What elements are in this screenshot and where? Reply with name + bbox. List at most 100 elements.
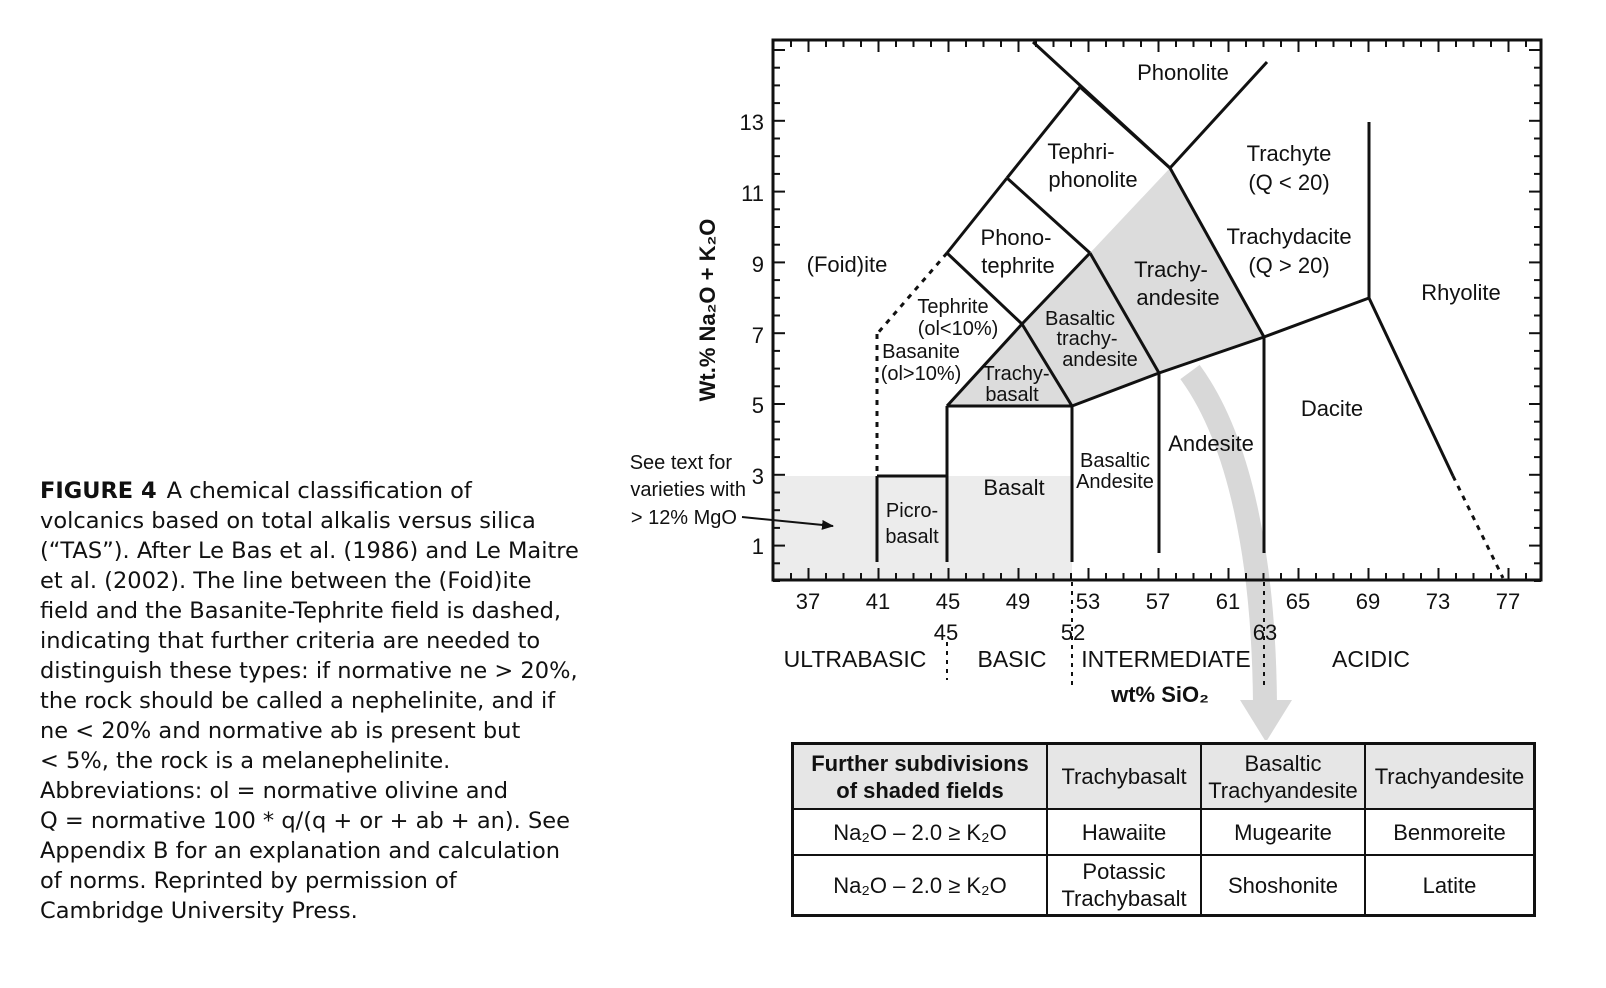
note-line: > 12% MgO (631, 507, 737, 529)
y-tick-label: 13 (740, 110, 764, 135)
class-intermediate: INTERMEDIATE (1081, 646, 1251, 672)
y-tick-label: 1 (752, 534, 764, 559)
field-labels: Phonolite Tephri- phonolite Trachyte (Q … (807, 60, 1501, 548)
table-cell: Benmoreite (1364, 808, 1536, 856)
field-basanite: Basanite (882, 341, 960, 363)
basaltic-trachyandesite-shade (1022, 253, 1159, 406)
x-tick-labels: 37 41 45 49 53 57 61 65 69 73 77 (796, 589, 1520, 614)
field-trachyte: (Q < 20) (1248, 170, 1329, 195)
field-phonolite: Phonolite (1137, 60, 1229, 85)
mgo-note: See text for varieties with > 12% MgO (630, 452, 746, 529)
y-tick-label: 5 (752, 393, 764, 418)
x-tick-label: 57 (1146, 589, 1170, 614)
trachybasalt-shade (947, 324, 1072, 406)
plot-frame (771, 38, 1543, 582)
subdivision-arrow (1180, 364, 1277, 706)
x-axis-title: wt% SiO₂ (1110, 682, 1209, 707)
table-cell: Hawaiite (1046, 808, 1202, 856)
x-tick-label: 73 (1426, 589, 1450, 614)
caption-line: (“TAS”). After Le Bas et al. (1986) and … (40, 538, 579, 564)
caption-line: Q = normative 100 * q/(q + or + ab + an)… (40, 808, 570, 834)
field-foidite: (Foid)ite (807, 252, 888, 277)
field-basanite: (ol>10%) (881, 363, 962, 385)
y-tick-label: 9 (752, 252, 764, 277)
table-header-cell: Further subdivisions of shaded fields (791, 742, 1048, 810)
field-rhyolite: Rhyolite (1421, 280, 1500, 305)
table-cell: Potassic Trachybasalt (1046, 854, 1202, 917)
boundary-labels: 45 52 63 (934, 620, 1277, 645)
note-line: varieties with (630, 479, 746, 501)
field-andesite: Andesite (1168, 431, 1254, 456)
field-basaltic-trachyandesite: trachy- (1056, 328, 1117, 350)
field-trachyandesite: andesite (1136, 285, 1219, 310)
boundary-label: 63 (1253, 620, 1277, 645)
caption-line: volcanics based on total alkalis versus … (40, 508, 536, 534)
caption-line: < 5%, the rock is a melanephelinite. (40, 748, 451, 774)
caption-line: A chemical classification of (166, 478, 472, 504)
class-acidic: ACIDIC (1332, 646, 1410, 672)
field-trachyte: Trachyte (1247, 141, 1332, 166)
x-tick-label: 69 (1356, 589, 1380, 614)
table-condition-cell: Na₂O – 2.0 ≥ K₂O (791, 854, 1048, 917)
field-picrobasalt: Picro- (886, 500, 938, 522)
table-header-cell: Trachyandesite (1364, 742, 1536, 810)
class-basic: BASIC (977, 646, 1046, 672)
caption-line: field and the Basanite-Tephrite field is… (40, 598, 562, 624)
caption-line: Cambridge University Press. (40, 898, 358, 924)
table-header-cell: Basaltic Trachyandesite (1200, 742, 1366, 810)
field-trachydacite: (Q > 20) (1248, 253, 1329, 278)
table-header-cell: Trachybasalt (1046, 742, 1202, 810)
trachyandesite-shade (1090, 168, 1264, 373)
subdivision-table: Further subdivisions of shaded fields Tr… (791, 742, 1536, 917)
field-basaltic-andesite: Basaltic (1080, 450, 1150, 472)
table-row: Na₂O – 2.0 ≥ K₂O Hawaiite Mugearite Benm… (791, 808, 1536, 856)
class-ultrabasic: ULTRABASIC (784, 646, 927, 672)
subdivision-table-container: Further subdivisions of shaded fields Tr… (791, 742, 1536, 917)
caption-line: of norms. Reprinted by permission of (40, 868, 457, 894)
y-axis-title: Wt.% Na₂O + K₂O (695, 219, 720, 402)
y-tick-labels: 1 3 5 7 9 11 13 (740, 110, 764, 559)
y-tick-label: 11 (741, 181, 764, 206)
field-tephrite: (ol<10%) (918, 318, 999, 340)
figure-label: FIGURE 4 (40, 478, 157, 504)
caption-line: et al. (2002). The line between the (Foi… (40, 568, 532, 594)
note-line: See text for (630, 452, 733, 474)
x-tick-label: 41 (866, 589, 890, 614)
table-cell: Latite (1364, 854, 1536, 917)
table-cell: Shoshonite (1200, 854, 1366, 917)
caption-line: Appendix B for an explanation and calcul… (40, 838, 560, 864)
table-row: Na₂O – 2.0 ≥ K₂O Potassic Trachybasalt S… (791, 854, 1536, 917)
field-basaltic-andesite: Andesite (1076, 471, 1154, 493)
caption-line: Abbreviations: ol = normative olivine an… (40, 778, 509, 804)
field-boundaries (875, 40, 1455, 562)
x-tick-label: 49 (1006, 589, 1030, 614)
dashed-boundaries (875, 252, 1505, 579)
caption-line: indicating that further criteria are nee… (40, 628, 541, 654)
field-phonotephrite: tephrite (981, 253, 1054, 278)
mgo-note-arrow (741, 516, 834, 530)
figure-caption: FIGURE 4 A chemical classification of vol… (40, 476, 600, 926)
table-cell: Mugearite (1200, 808, 1366, 856)
tick-marks (773, 40, 1541, 582)
field-phonotephrite: Phono- (981, 225, 1052, 250)
field-basalt: Basalt (983, 475, 1044, 500)
caption-line: distinguish these types: if normative ne… (40, 658, 578, 684)
x-tick-label: 45 (936, 589, 960, 614)
table-condition-cell: Na₂O – 2.0 ≥ K₂O (791, 808, 1048, 856)
field-trachydacite: Trachydacite (1226, 224, 1351, 249)
y-tick-label: 3 (752, 464, 764, 489)
field-tephriphonolite: phonolite (1048, 167, 1137, 192)
caption-line: ne < 20% and normative ab is present but (40, 718, 521, 744)
x-tick-label: 37 (796, 589, 820, 614)
field-trachybasalt: Trachy- (982, 363, 1049, 385)
field-tephrite: Tephrite (917, 296, 988, 318)
field-dacite: Dacite (1301, 396, 1363, 421)
subdivision-arrow-head (1240, 700, 1292, 740)
field-picrobasalt: basalt (885, 526, 939, 548)
x-tick-label: 53 (1076, 589, 1100, 614)
field-basaltic-trachyandesite: andesite (1062, 349, 1138, 371)
field-trachybasalt: basalt (985, 384, 1039, 406)
table-header-row: Further subdivisions of shaded fields Tr… (791, 742, 1536, 810)
boundary-label: 45 (934, 620, 958, 645)
y-tick-label: 7 (752, 323, 764, 348)
